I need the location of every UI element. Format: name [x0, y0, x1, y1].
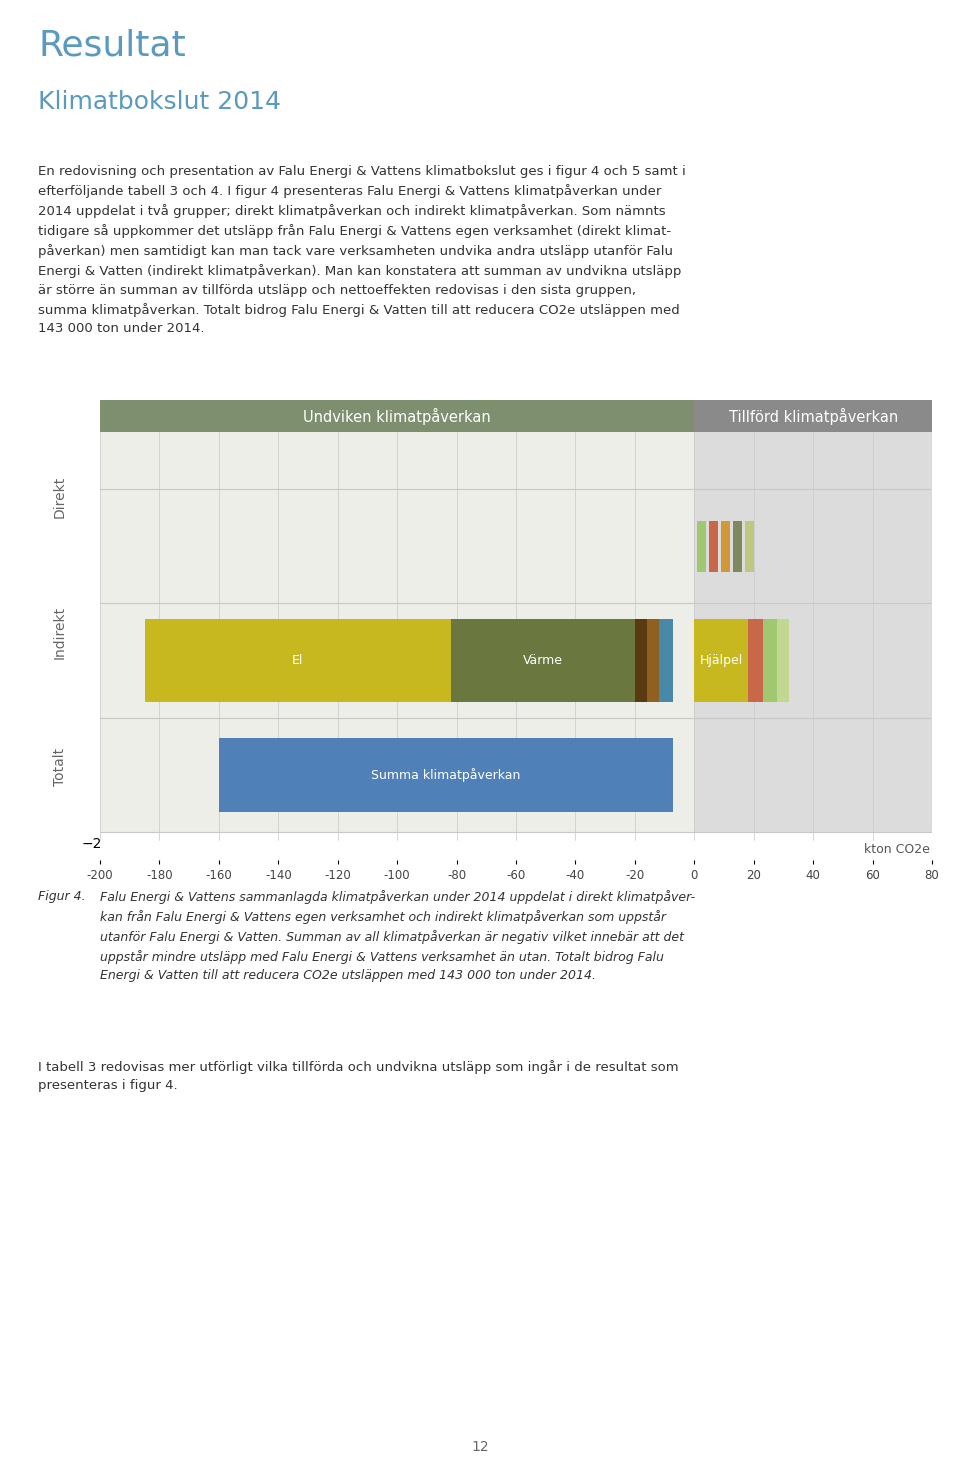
Text: Hjälpel: Hjälpel [700, 654, 743, 667]
Text: kton CO2e: kton CO2e [864, 843, 930, 856]
Text: Totalt: Totalt [53, 748, 67, 787]
Text: I tabell 3 redovisas mer utförligt vilka tillförda och undvikna utsläpp som ingå: I tabell 3 redovisas mer utförligt vilka… [38, 1061, 679, 1093]
Text: Direkt: Direkt [53, 476, 67, 518]
Text: Summa klimatpåverkan: Summa klimatpåverkan [372, 767, 521, 782]
Bar [732, 520, 742, 572]
Bar [745, 520, 754, 572]
Text: El: El [292, 654, 303, 667]
Bar [721, 520, 730, 572]
Text: En redovisning och presentation av Falu Energi & Vattens klimatbokslut ges i fig: En redovisning och presentation av Falu … [38, 165, 685, 334]
Bar [694, 432, 932, 832]
Text: 12: 12 [471, 1441, 489, 1454]
Bar [450, 620, 635, 701]
Bar [709, 520, 718, 572]
Bar [100, 401, 694, 432]
Bar [694, 620, 748, 701]
Bar [762, 620, 778, 701]
Bar [647, 620, 659, 701]
Bar [659, 620, 674, 701]
Bar [694, 401, 932, 432]
Bar [145, 620, 450, 701]
Text: Resultat: Resultat [38, 28, 185, 62]
Bar [219, 738, 674, 812]
Bar [697, 520, 707, 572]
Bar [635, 620, 647, 701]
Text: Tillförd klimatpåverkan: Tillförd klimatpåverkan [729, 408, 898, 424]
Text: Klimatbokslut 2014: Klimatbokslut 2014 [38, 90, 281, 113]
Text: Värme: Värme [523, 654, 563, 667]
Text: Indirekt: Indirekt [53, 605, 67, 658]
Bar [748, 620, 762, 701]
Text: Falu Energi & Vattens sammanlagda klimatpåverkan under 2014 uppdelat i direkt kl: Falu Energi & Vattens sammanlagda klimat… [100, 890, 695, 982]
Text: Undviken klimatpåverkan: Undviken klimatpåverkan [303, 408, 491, 424]
Text: Figur 4.: Figur 4. [38, 890, 85, 903]
Bar [778, 620, 789, 701]
